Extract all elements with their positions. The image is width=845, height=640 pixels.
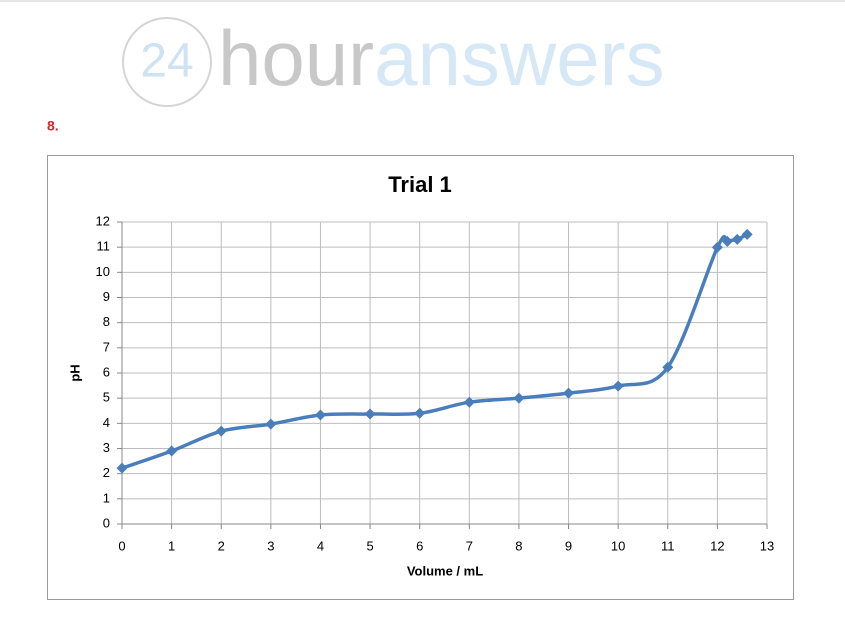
x-tick-label: 13 <box>760 538 774 553</box>
y-tick-label: 10 <box>96 264 110 279</box>
y-tick-label: 5 <box>103 390 110 405</box>
x-tick-label: 11 <box>661 538 675 553</box>
data-point <box>612 380 624 392</box>
x-tick-label: 0 <box>118 538 125 553</box>
question-number: 8. <box>47 118 59 134</box>
data-point <box>731 233 743 245</box>
logo-number: 24 <box>140 35 193 88</box>
x-tick-label: 12 <box>710 538 724 553</box>
y-axis-label: pH <box>67 364 82 381</box>
x-tick-label: 5 <box>366 538 373 553</box>
data-point <box>741 228 753 240</box>
data-point <box>314 409 326 421</box>
data-point <box>116 462 128 474</box>
y-tick-label: 2 <box>103 465 110 480</box>
data-point <box>414 407 426 419</box>
logo-word: answers <box>374 14 664 102</box>
x-tick-label: 1 <box>168 538 175 553</box>
y-tick-label: 0 <box>103 515 110 530</box>
data-point <box>463 396 475 408</box>
x-tick-label: 8 <box>515 538 522 553</box>
data-point <box>215 425 227 437</box>
logo-text: houranswers <box>218 14 665 102</box>
y-tick-label: 3 <box>103 440 110 455</box>
data-point <box>265 418 277 430</box>
data-point <box>166 445 178 457</box>
x-tick-label: 7 <box>466 538 473 553</box>
chart-title: Trial 1 <box>388 172 452 197</box>
data-point <box>711 241 723 253</box>
x-tick-label: 3 <box>267 538 274 553</box>
data-line <box>121 232 748 470</box>
y-tick-label: 9 <box>103 289 110 304</box>
data-point <box>364 408 376 420</box>
data-point <box>721 235 733 247</box>
y-tick-label: 6 <box>103 364 110 379</box>
y-tick-label: 1 <box>103 490 110 505</box>
logo-word: hour <box>218 14 374 102</box>
y-tick-label: 7 <box>103 339 110 354</box>
data-point <box>563 387 575 399</box>
y-tick-label: 11 <box>97 239 111 254</box>
x-tick-label: 4 <box>317 538 324 553</box>
x-tick-label: 6 <box>416 538 423 553</box>
x-tick-label: 2 <box>218 538 225 553</box>
y-tick-label: 12 <box>96 213 110 228</box>
y-tick-label: 4 <box>103 415 110 430</box>
logo-circle <box>122 17 212 107</box>
data-point <box>662 361 674 373</box>
y-tick-label: 8 <box>103 314 110 329</box>
data-point <box>513 392 525 404</box>
x-tick-label: 9 <box>565 538 572 553</box>
x-tick-label: 10 <box>611 538 625 553</box>
x-axis-label: Volume / mL <box>407 563 483 578</box>
